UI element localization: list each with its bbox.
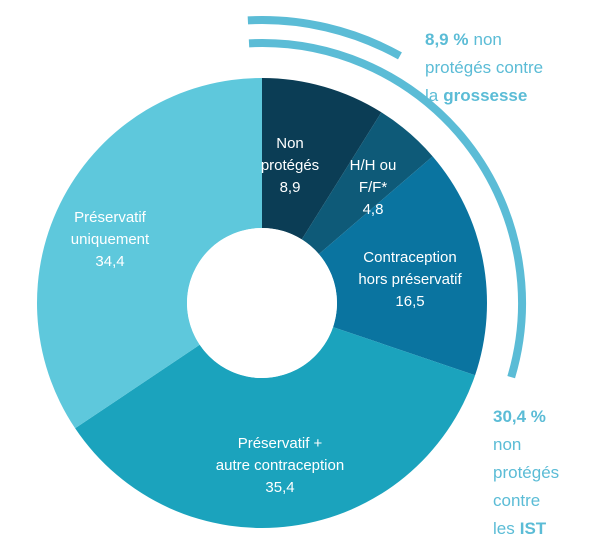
annotation-text-part: non [473, 30, 501, 49]
segment-label-line: H/H ou [350, 157, 397, 174]
annotation-text: non [473, 30, 501, 49]
value-label: 8,9 [280, 179, 301, 196]
annotation-text-part: protégés contre [425, 58, 543, 77]
donut-segment [262, 78, 382, 240]
segment-label-line: Préservatif [74, 209, 147, 226]
donut-hole [187, 228, 337, 378]
value-label: 34,4 [95, 253, 124, 270]
annotation-text: contre [493, 491, 540, 510]
segment-label: Préservatif uniquement [71, 209, 150, 248]
value-label: 4,8 [363, 201, 384, 218]
annotation-text-part: IST [520, 519, 547, 538]
segment-label: Préservatif + autre contraception [216, 435, 344, 474]
donut-segment [318, 156, 487, 376]
segment-label: Contraception hors préservatif [358, 249, 462, 288]
annotation-text: les IST [493, 519, 547, 538]
segment-label-line: uniquement [71, 231, 150, 248]
annotation-text: protégés contre [425, 58, 543, 77]
annotation-text-part: contre [493, 491, 540, 510]
annotation-text-part: protégés [493, 463, 559, 482]
annotation-text-part: non [493, 435, 521, 454]
donut-segment [36, 78, 262, 429]
annotation-text: non [493, 435, 521, 454]
segment-label-line: autre contraception [216, 457, 344, 474]
annotation-text-part: grossesse [443, 86, 527, 105]
segment-label: H/H ou F/F* [350, 157, 397, 196]
annotation-text: protégés [493, 463, 559, 482]
value-label: 35,4 [265, 479, 294, 496]
segment-label-line: Contraception [363, 249, 456, 266]
segment-label-line: Préservatif + [238, 435, 323, 452]
value-label: 16,5 [395, 293, 424, 310]
donut-segment [301, 112, 433, 255]
annotation-value: 30,4 % [493, 407, 546, 426]
segment-label-line: protégés [261, 157, 319, 174]
annotation-text-part: les [493, 519, 515, 538]
segment-label-line: F/F* [359, 179, 387, 196]
annotation-arc [248, 39, 526, 379]
annotation-value: 8,9 % [425, 30, 468, 49]
segment-label: Non protégés [261, 135, 319, 174]
segment-label-line: Non [276, 135, 304, 152]
segment-label-line: hors préservatif [358, 271, 462, 288]
donut-segment [75, 327, 476, 528]
annotation-text: la grossesse [425, 86, 527, 105]
annotation-arc [247, 16, 402, 60]
